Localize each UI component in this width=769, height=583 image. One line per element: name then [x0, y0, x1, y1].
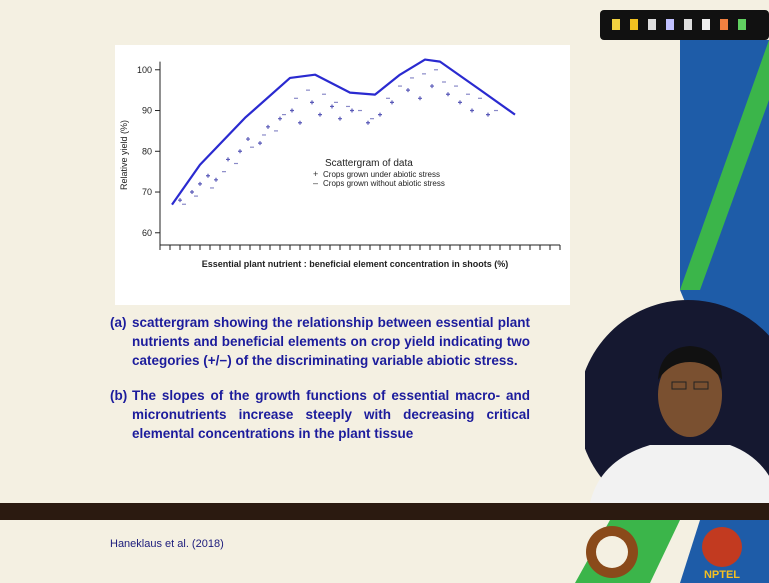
legend-title: Scattergram of data	[325, 158, 413, 169]
figure: Relative yield (%) Essential plant nutri…	[115, 45, 570, 305]
bullet-item: (a)scattergram showing the relationship …	[110, 313, 530, 370]
x-axis-label: Essential plant nutrient : beneficial el…	[202, 259, 509, 269]
bullet-label: (a)	[110, 313, 132, 370]
bullet-text: The slopes of the growth functions of es…	[132, 386, 530, 443]
y-tick-label: 60	[142, 228, 152, 238]
nptel-logo	[702, 527, 742, 567]
y-tick-label: 80	[142, 146, 152, 156]
footer-band	[0, 503, 769, 520]
y-tick-label: 70	[142, 187, 152, 197]
iit-logo-inner	[596, 536, 628, 568]
nptel-text: NPTEL	[704, 569, 740, 581]
citation: Haneklaus et al. (2018)	[110, 538, 224, 550]
bullet-item: (b)The slopes of the growth functions of…	[110, 386, 530, 443]
legend-label: Crops grown without abiotic stress	[323, 179, 445, 188]
legend-symbol: –	[313, 178, 318, 188]
bullet-text: scattergram showing the relationship bet…	[132, 313, 530, 370]
legend-label: Crops grown under abiotic stress	[323, 170, 440, 179]
bullet-list: (a)scattergram showing the relationship …	[110, 313, 530, 459]
y-tick-label: 100	[137, 65, 152, 75]
presenter-video	[578, 300, 769, 520]
y-axis-label: Relative yield (%)	[119, 120, 129, 190]
bullet-label: (b)	[110, 386, 132, 443]
y-tick-label: 90	[142, 106, 152, 116]
slide-page: NPTEL Relative yield (%) Essential plant…	[0, 0, 769, 583]
